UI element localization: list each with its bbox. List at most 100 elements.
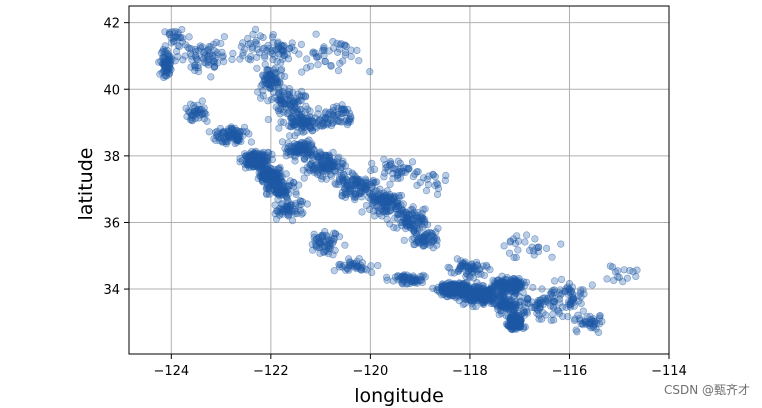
data-point	[431, 182, 439, 190]
data-point	[207, 73, 215, 81]
data-point	[337, 166, 345, 174]
data-point	[362, 202, 371, 210]
data-point	[391, 193, 399, 201]
data-point	[325, 159, 334, 167]
data-point	[281, 144, 289, 152]
data-point	[263, 190, 271, 199]
data-point	[492, 290, 500, 298]
data-point	[327, 121, 336, 130]
data-point	[330, 44, 338, 52]
data-point	[275, 86, 283, 94]
data-point	[534, 243, 543, 251]
data-point	[340, 261, 348, 269]
data-point	[268, 33, 277, 41]
data-point	[409, 173, 418, 181]
data-point	[380, 155, 388, 163]
data-point	[550, 304, 558, 312]
data-point	[228, 55, 236, 64]
data-point	[239, 127, 247, 135]
data-point	[311, 49, 319, 57]
data-point	[337, 118, 345, 126]
data-point	[236, 55, 244, 63]
data-point	[253, 64, 261, 72]
data-point	[538, 285, 546, 293]
data-point	[299, 166, 307, 174]
data-point	[577, 299, 585, 308]
data-point	[506, 237, 515, 245]
data-point	[314, 152, 322, 160]
data-point	[210, 40, 218, 48]
data-point	[462, 269, 470, 277]
data-point	[210, 63, 218, 71]
data-point	[320, 51, 328, 60]
data-point	[531, 235, 539, 243]
x-tick-label: −118	[452, 364, 488, 379]
data-point	[619, 278, 627, 286]
data-point	[547, 288, 556, 296]
data-point	[295, 50, 303, 58]
data-point	[341, 185, 349, 193]
data-point	[611, 268, 620, 276]
data-point	[568, 293, 576, 301]
data-point	[512, 253, 520, 262]
data-point	[341, 41, 349, 49]
data-point	[358, 183, 366, 192]
data-point	[278, 138, 287, 146]
data-point	[503, 274, 511, 282]
data-point	[300, 140, 309, 148]
data-point	[291, 157, 299, 165]
data-point	[261, 171, 269, 179]
data-point	[517, 315, 525, 324]
x-axis-ticks: −124 −122 −120 −118 −116 −114	[153, 354, 687, 379]
data-point	[337, 40, 345, 48]
data-point	[405, 210, 413, 218]
data-point	[279, 46, 287, 54]
data-point	[272, 103, 280, 111]
data-point	[191, 66, 199, 74]
data-point	[389, 165, 397, 173]
data-point	[191, 114, 199, 122]
data-point	[322, 108, 330, 116]
data-point	[290, 146, 299, 154]
data-point	[298, 68, 306, 76]
data-point	[224, 128, 232, 136]
x-tick-label: −114	[651, 364, 687, 379]
data-point	[524, 299, 533, 308]
data-point	[509, 316, 517, 324]
data-point	[280, 118, 288, 126]
data-point	[222, 140, 230, 148]
data-point	[411, 279, 419, 287]
data-point	[271, 52, 279, 60]
data-point	[494, 282, 502, 290]
data-point	[383, 215, 391, 223]
data-point	[416, 178, 424, 187]
data-point	[187, 100, 195, 108]
data-point	[626, 267, 634, 275]
data-point	[409, 216, 417, 224]
data-point	[272, 183, 280, 191]
data-point	[195, 47, 203, 55]
data-point	[285, 96, 293, 105]
data-point	[305, 136, 313, 144]
data-point	[440, 287, 448, 295]
data-point	[300, 174, 308, 182]
data-point	[301, 92, 310, 100]
data-point	[171, 29, 179, 37]
data-point	[313, 53, 321, 61]
data-point	[308, 162, 317, 170]
data-point	[280, 206, 288, 214]
data-point	[271, 201, 279, 209]
data-point	[603, 275, 611, 283]
data-point	[566, 301, 575, 309]
data-point	[414, 209, 422, 217]
data-point	[286, 177, 294, 185]
data-point	[450, 269, 458, 277]
data-point	[264, 185, 272, 193]
data-point	[342, 48, 350, 57]
data-point	[282, 192, 290, 201]
data-point	[285, 44, 294, 53]
data-point	[539, 309, 547, 317]
data-point	[290, 118, 298, 126]
data-point	[367, 166, 375, 175]
data-point	[557, 275, 566, 284]
